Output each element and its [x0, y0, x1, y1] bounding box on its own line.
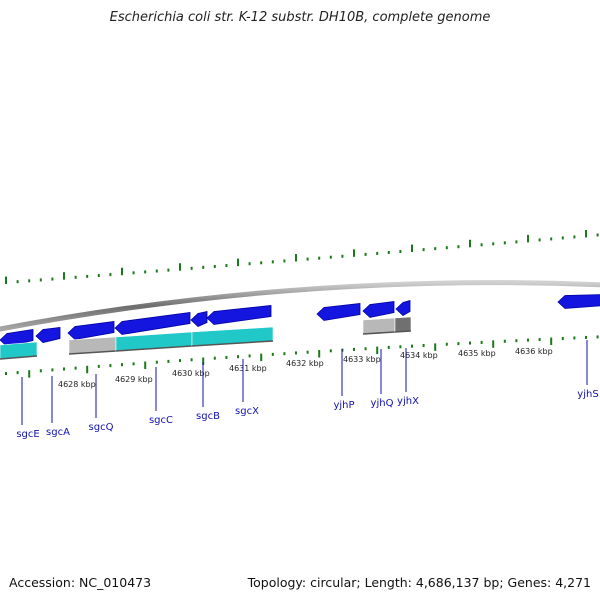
map-title: Escherichia coli str. K-12 substr. DH10B…	[109, 10, 491, 25]
gene-arrow	[35, 327, 61, 343]
gene-label-sgcQ: sgcQ	[89, 422, 114, 433]
cds-box-shadow	[362, 331, 396, 335]
gene-label-sgcA: sgcA	[46, 427, 70, 438]
cds-box-shadow	[115, 345, 193, 352]
kbp-label: 4634 kbp	[400, 351, 438, 360]
kbp-label: 4629 kbp	[115, 375, 153, 384]
gene-label-sgcX: sgcX	[235, 406, 259, 417]
gene-label-sgcE: sgcE	[16, 429, 39, 440]
genome-summary-text: Topology: circular; Length: 4,686,137 bp…	[247, 575, 591, 590]
gene-arrow	[557, 294, 600, 309]
gene-arrow	[190, 311, 208, 327]
cds-box-shadow	[0, 355, 38, 360]
gene-arrow-track	[0, 294, 600, 347]
gene-label-sgcB: sgcB	[196, 411, 220, 422]
kbp-label: 4636 kbp	[515, 347, 553, 356]
gene-arrow	[316, 303, 361, 321]
gene-label-yjhP: yjhP	[333, 400, 354, 411]
cds-box	[394, 316, 412, 333]
cds-box-shadow	[68, 350, 117, 355]
gene-arrow	[395, 299, 411, 316]
kbp-label: 4635 kbp	[458, 349, 496, 358]
kbp-label: 4631 kbp	[229, 364, 267, 373]
kbp-label: 4633 kbp	[343, 355, 381, 364]
gene-label-sgcC: sgcC	[149, 415, 173, 426]
kbp-label: 4630 kbp	[172, 369, 210, 378]
kbp-label: 4632 kbp	[286, 359, 324, 368]
outer-tick-arc	[5, 229, 599, 285]
inner-tick-arc	[5, 335, 599, 378]
gene-arrow	[67, 321, 115, 340]
gene-arrow	[206, 305, 272, 325]
cds-box-shadow	[191, 340, 274, 347]
gene-label-yjhS: yjhS	[577, 389, 598, 400]
kbp-label: 4628 kbp	[58, 380, 96, 389]
kbp-scale: 4628 kbp 4629 kbp 4630 kbp 4631 kbp 4632 kbp…	[58, 347, 553, 389]
gene-label-yjhX: yjhX	[397, 396, 419, 407]
cds-box-shadow	[394, 330, 412, 333]
gene-label-layer: sgcE sgcA sgcQ sgcC sgcB sgcX yjhP yjhQ yjhX yjhS	[16, 340, 599, 440]
genome-backbone	[0, 280, 600, 332]
gene-label-yjhQ: yjhQ	[371, 398, 394, 409]
gene-arrow	[114, 312, 191, 335]
gene-arrow	[362, 301, 395, 318]
accession-text: Accession: NC_010473	[9, 575, 152, 590]
cds-track	[0, 316, 412, 360]
